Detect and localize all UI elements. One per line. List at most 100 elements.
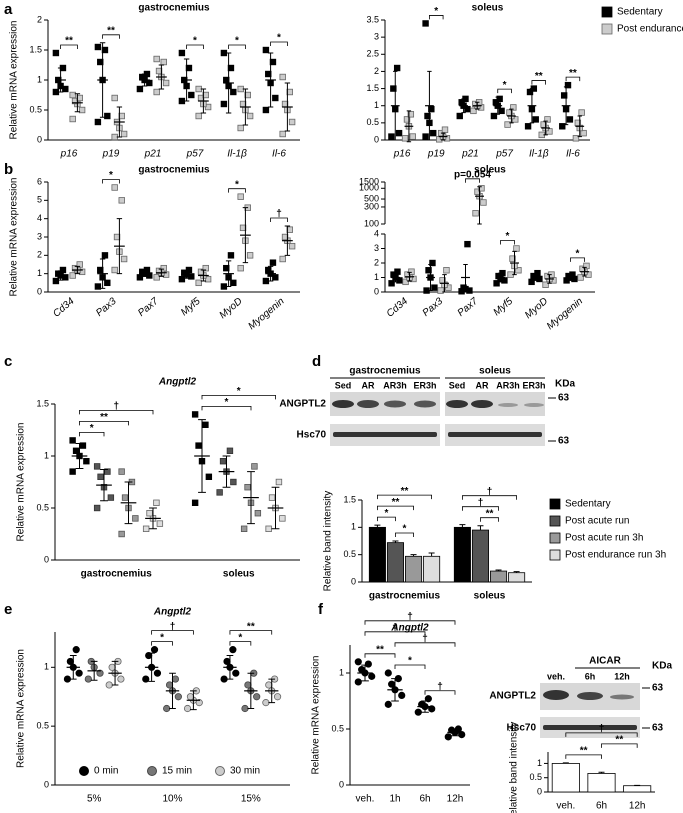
y-tick-label: 1.5 xyxy=(29,44,42,54)
data-point xyxy=(183,704,192,713)
data-point xyxy=(512,116,519,123)
data-point xyxy=(178,49,186,57)
bar xyxy=(508,572,526,583)
legend-label: Post endurance run 3h xyxy=(565,550,666,561)
error-bar xyxy=(495,96,500,115)
x-tick-label: Pax3 xyxy=(94,296,119,319)
legend-label: Post acute run xyxy=(565,516,629,527)
error-bar xyxy=(421,700,429,713)
error-bar xyxy=(116,218,123,275)
data-point xyxy=(532,116,539,123)
y-tick-label: 0.5 xyxy=(366,117,379,127)
data-point xyxy=(202,421,209,428)
data-point xyxy=(76,261,83,268)
data-point xyxy=(254,509,262,517)
data-point xyxy=(52,277,60,285)
data-point xyxy=(244,681,252,689)
data-point xyxy=(104,279,111,287)
data-point xyxy=(422,20,429,27)
data-point xyxy=(111,266,118,274)
data-point xyxy=(384,700,392,708)
error-bar xyxy=(393,272,398,283)
significance-bracket xyxy=(102,179,120,184)
data-point xyxy=(118,468,125,475)
data-point xyxy=(534,269,541,277)
data-point xyxy=(237,124,244,132)
error-bar xyxy=(148,652,155,682)
band xyxy=(577,692,603,700)
lane-label: ER3h xyxy=(413,380,436,390)
x-tick-label: 6h xyxy=(596,801,607,812)
data-point xyxy=(240,525,248,532)
error-bar xyxy=(183,58,190,102)
data-point xyxy=(111,133,118,141)
legend-marker xyxy=(549,515,561,527)
data-point xyxy=(262,106,270,114)
error-bar xyxy=(427,70,432,141)
bar xyxy=(471,529,489,583)
data-point xyxy=(422,133,429,140)
x-tick-label: soleus xyxy=(474,591,506,602)
error-bar xyxy=(562,762,569,764)
data-point xyxy=(393,64,401,72)
error-bar xyxy=(158,268,165,277)
significance-bracket xyxy=(229,630,273,635)
band xyxy=(498,403,518,407)
data-point xyxy=(540,121,547,128)
legend-marker xyxy=(215,766,225,776)
error-bar xyxy=(451,728,459,737)
significance-bracket xyxy=(465,178,480,183)
data-point xyxy=(279,515,286,522)
error-bar xyxy=(543,120,548,136)
error-bar xyxy=(141,73,148,87)
significance-bracket xyxy=(186,44,204,49)
significance-label: ** xyxy=(65,36,73,47)
lane-label: veh. xyxy=(547,671,565,681)
error-bar xyxy=(598,771,605,774)
chart-title: soleus xyxy=(472,3,504,14)
error-bar xyxy=(99,258,106,289)
data-point xyxy=(237,193,244,200)
lane-label: 6h xyxy=(585,671,596,681)
y-tick-label: 5 xyxy=(37,195,42,205)
error-bar xyxy=(498,272,503,283)
y-tick-label: 3 xyxy=(37,231,42,241)
data-point xyxy=(118,530,125,538)
significance-bracket xyxy=(462,506,499,511)
data-point xyxy=(220,283,228,290)
data-point xyxy=(104,468,111,475)
significance-label: * xyxy=(235,179,239,190)
bar xyxy=(623,785,652,793)
data-point xyxy=(63,675,72,683)
error-bar xyxy=(57,67,64,93)
bar xyxy=(423,555,441,583)
significance-bracket xyxy=(228,44,246,49)
bar xyxy=(386,542,404,583)
data-point xyxy=(118,197,125,204)
data-point xyxy=(237,264,244,272)
row-label: ANGPTL2 xyxy=(279,399,326,410)
band xyxy=(543,690,569,700)
data-point xyxy=(265,525,272,532)
blot-group: gastrocnemius xyxy=(349,366,421,377)
y-tick-label: 0.5 xyxy=(36,502,49,512)
data-point xyxy=(414,708,422,716)
data-point xyxy=(428,705,436,713)
legend-marker xyxy=(601,23,613,35)
y-tick-label: 0 xyxy=(37,134,42,144)
data-point xyxy=(456,112,463,120)
y-tick-label: 4 xyxy=(374,228,379,238)
legend-marker xyxy=(79,766,89,776)
data-point xyxy=(464,105,471,113)
x-tick-label: p21 xyxy=(144,149,162,160)
error-bar xyxy=(284,225,291,256)
significance-bracket xyxy=(229,641,252,646)
error-bar xyxy=(69,655,77,680)
lane-label: Sed xyxy=(449,380,466,390)
significance-label: ** xyxy=(100,412,108,423)
significance-bracket xyxy=(565,732,638,737)
data-point xyxy=(195,279,202,287)
error-bar xyxy=(141,270,148,277)
data-point xyxy=(409,133,416,140)
panel-letter: c xyxy=(4,353,12,370)
